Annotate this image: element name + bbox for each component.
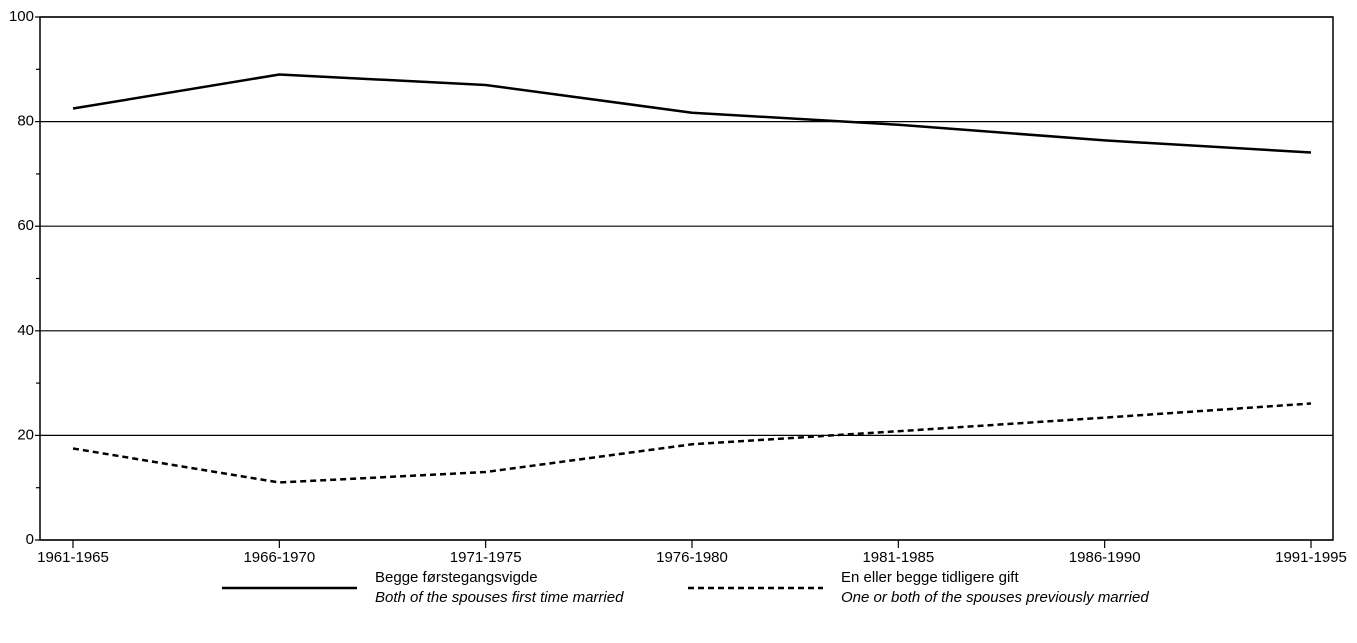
legend-label: En eller begge tidligere gift — [841, 569, 1019, 586]
y-tick-label: 20 — [17, 426, 34, 443]
series-line — [72, 73, 1312, 154]
x-tick-label: 1976-1980 — [656, 549, 728, 566]
legend-label-en: One or both of the spouses previously ma… — [841, 589, 1149, 606]
x-tick-label: 1986-1990 — [1069, 549, 1141, 566]
y-tick-label: 0 — [26, 531, 34, 548]
legend-label-en: Both of the spouses first time married — [375, 589, 624, 606]
y-tick-label: 60 — [17, 217, 34, 234]
x-tick-label: 1966-1970 — [243, 549, 315, 566]
legend-label: Begge førstegangsvigde — [375, 569, 538, 586]
y-tick-label: 40 — [17, 322, 34, 339]
x-tick-label: 1991-1995 — [1275, 549, 1347, 566]
series-line — [72, 402, 1312, 484]
y-tick-label: 100 — [9, 8, 34, 25]
x-tick-label: 1971-1975 — [450, 549, 522, 566]
x-tick-label: 1981-1985 — [862, 549, 934, 566]
y-tick-label: 80 — [17, 113, 34, 130]
x-tick-label: 1961-1965 — [37, 549, 109, 566]
plot-frame — [39, 16, 1334, 541]
